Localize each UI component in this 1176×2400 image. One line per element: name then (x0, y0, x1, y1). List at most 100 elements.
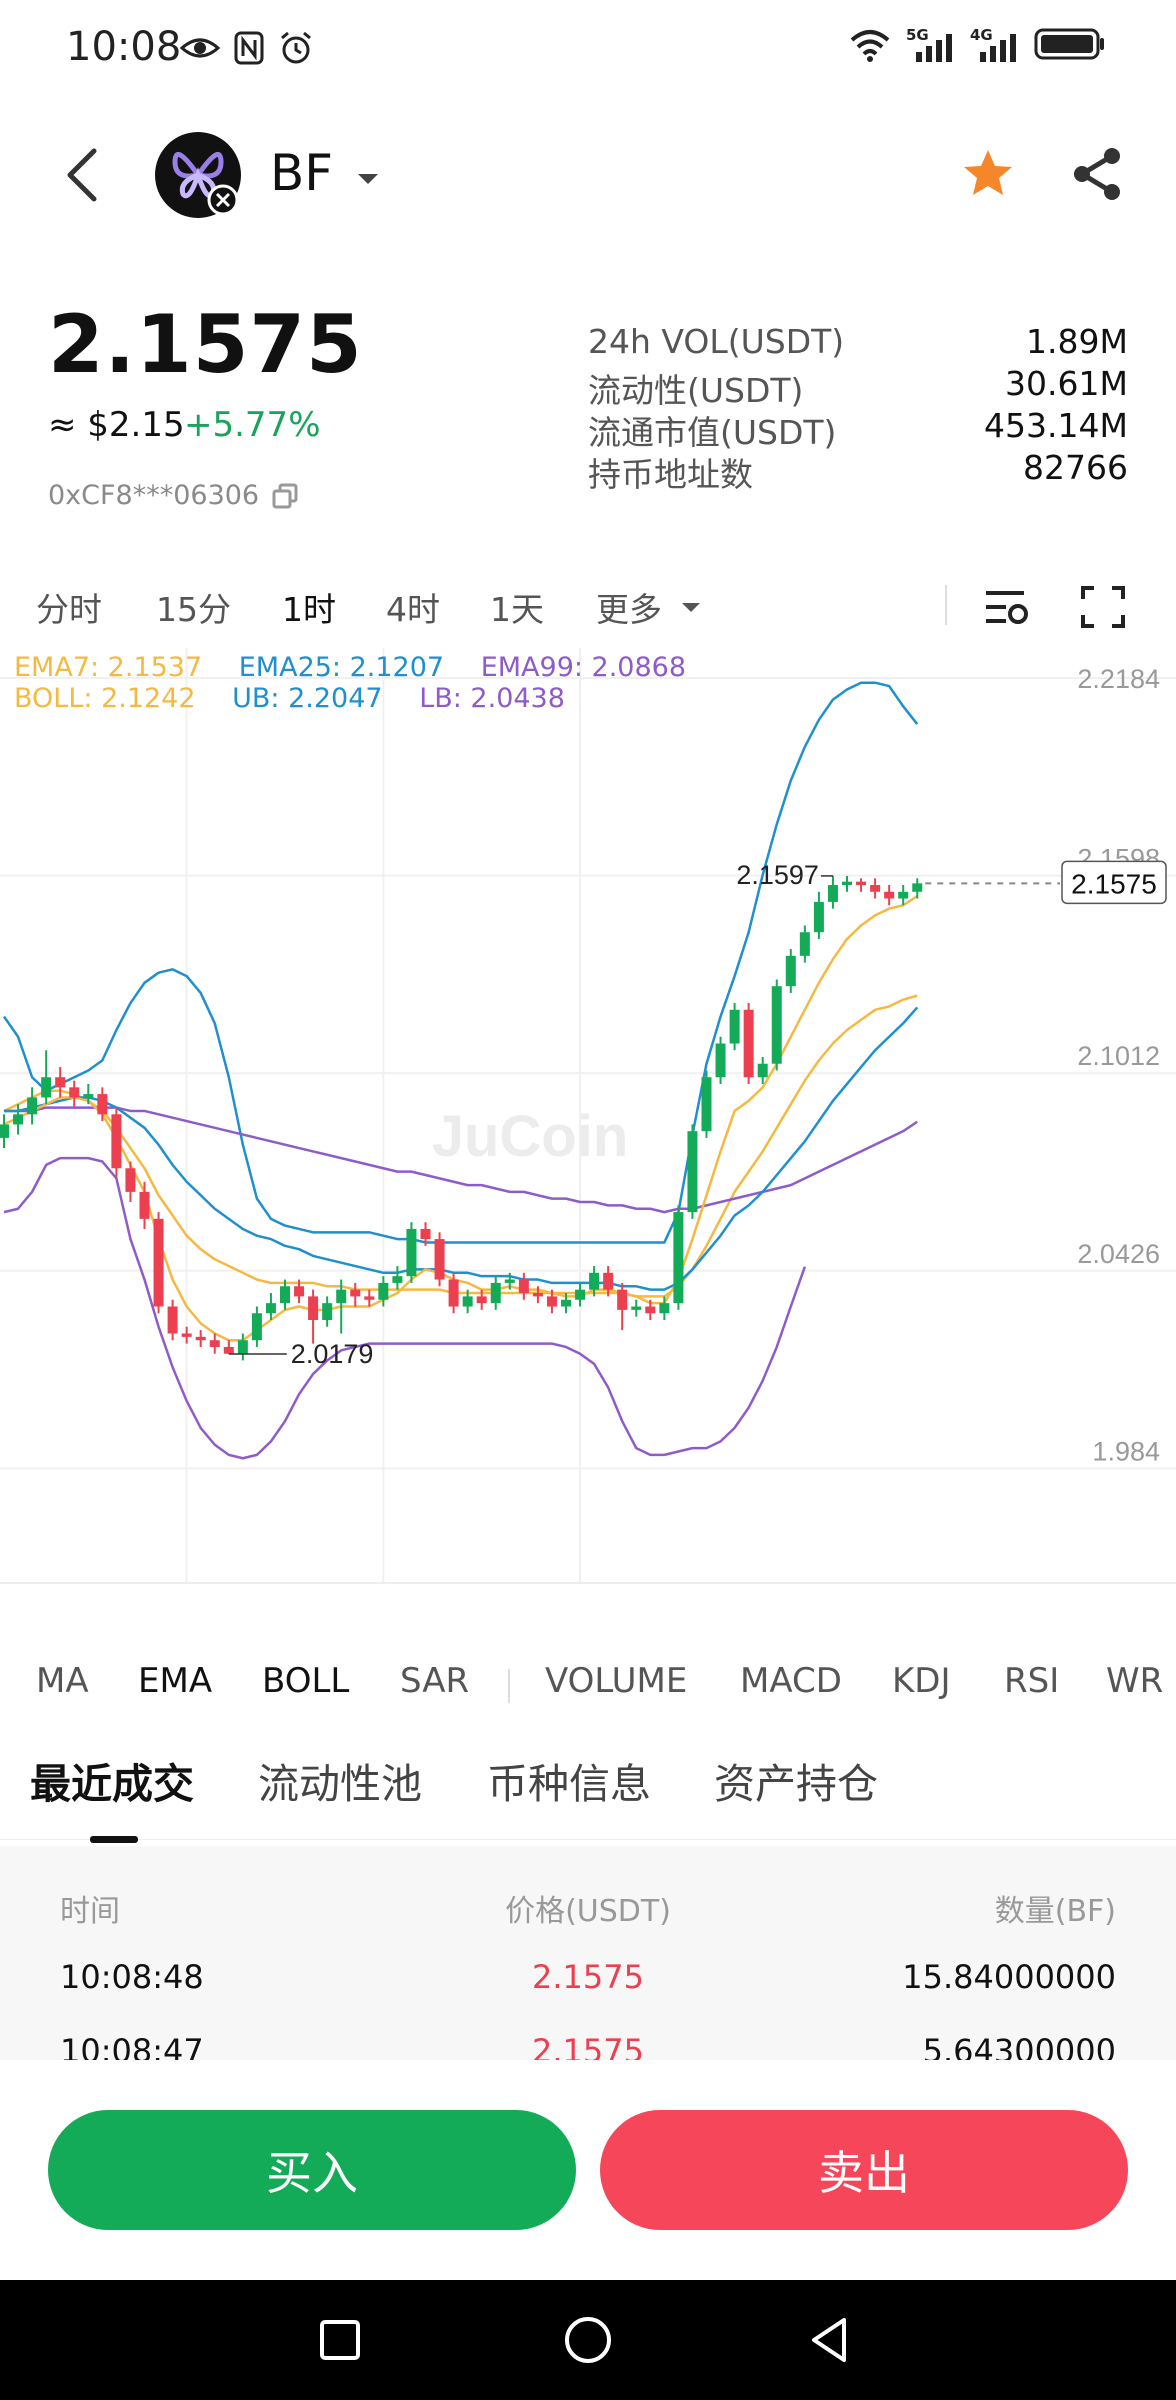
system-nav-bar (0, 2280, 1176, 2400)
candle (181, 1326, 192, 1344)
triangle-back-icon[interactable] (800, 2310, 860, 2370)
candle-body (322, 1303, 333, 1320)
candle-body (743, 1009, 754, 1078)
tab-indicator-macd[interactable]: MACD (740, 1661, 842, 1701)
y-tick-label: 2.1012 (1077, 1041, 1160, 1071)
kline-chart[interactable]: JuCoin 2.21842.15982.10122.04261.9842025… (0, 648, 1176, 1626)
stat-row: 流通市值(USDT) 453.14M (588, 406, 1128, 452)
candle (308, 1289, 319, 1344)
status-bar: 10:08 5G (0, 0, 1176, 100)
tab-timeframe-4h[interactable]: 4时 (386, 590, 440, 629)
tab-indicator-sar[interactable]: SAR (400, 1661, 470, 1701)
tab-indicator-boll[interactable]: BOLL (262, 1661, 350, 1701)
kline-chart-canvas[interactable]: JuCoin 2.21842.15982.10122.04261.9842025… (0, 648, 1176, 1626)
candle (827, 875, 838, 909)
candle (687, 1124, 698, 1219)
candle (856, 878, 867, 892)
candle-body (518, 1279, 529, 1294)
watermark: JuCoin (432, 1104, 629, 1169)
candle-body (13, 1114, 24, 1125)
trades-table: 时间 价格(USDT) 数量(BF) 10:08:48 2.1575 15.84… (0, 1846, 1176, 2060)
tab-indicator-kdj[interactable]: KDJ (892, 1661, 951, 1701)
circle-icon[interactable] (558, 2310, 618, 2370)
tab-holdings[interactable]: 资产持仓 (714, 1760, 878, 1808)
contract-text: 0xCF8***06306 (48, 480, 260, 511)
candle-body (799, 932, 810, 956)
candle (13, 1104, 24, 1135)
candle (771, 979, 782, 1071)
caret-down-icon[interactable] (680, 601, 702, 613)
candle-body (350, 1289, 361, 1297)
copy-icon[interactable] (271, 482, 299, 510)
candle (27, 1087, 38, 1125)
candle-body (336, 1289, 347, 1304)
caret-down-icon[interactable] (356, 172, 380, 186)
tab-liquidity-pool[interactable]: 流动性池 (258, 1760, 422, 1808)
candle-body (83, 1094, 94, 1098)
candle-body (912, 883, 923, 892)
candle-body (97, 1094, 108, 1115)
candle-body (645, 1306, 656, 1314)
y-tick-label: 1.984 (1092, 1436, 1160, 1466)
column-qty: 数量(BF) (994, 1894, 1116, 1929)
tab-timeframe-15m[interactable]: 15分 (156, 590, 231, 629)
contract-address[interactable]: 0xCF8***06306 (48, 480, 299, 511)
tab-timeframe-more[interactable]: 更多 (596, 590, 662, 629)
stat-label: 流动性(USDT) (588, 371, 804, 410)
share-icon[interactable] (1070, 146, 1126, 202)
tab-timeframe-1d[interactable]: 1天 (490, 590, 544, 629)
candle-body (0, 1124, 9, 1138)
legend-ema25: EMA25: 2.1207 (238, 652, 445, 683)
legend-ub: UB: 2.2047 (232, 683, 383, 714)
candle (55, 1067, 66, 1098)
candle-body (603, 1272, 614, 1290)
candle-body (308, 1296, 319, 1320)
divider (945, 585, 947, 625)
candle-body (181, 1333, 192, 1337)
token-symbol[interactable]: BF (270, 144, 334, 202)
candle (462, 1289, 473, 1314)
fullscreen-icon[interactable] (1080, 585, 1126, 629)
candle (729, 1003, 740, 1051)
candle-body (167, 1306, 178, 1334)
candle (561, 1293, 571, 1314)
tab-token-info[interactable]: 币种信息 (487, 1760, 651, 1808)
signal-4g-icon: 4G (970, 26, 1020, 62)
candle (195, 1330, 206, 1347)
candle (378, 1276, 389, 1307)
network-4g-label: 4G (970, 26, 993, 44)
current-price-tag (1061, 860, 1167, 905)
ema99-line (4, 1106, 918, 1214)
legend-ema7: EMA7: 2.1537 (14, 652, 203, 683)
candle (392, 1266, 403, 1290)
tab-indicator-ema[interactable]: EMA (138, 1661, 213, 1701)
chart-legend: EMA7: 2.1537 EMA25: 2.1207 EMA99: 2.0868… (14, 652, 714, 714)
candle-body (448, 1279, 459, 1307)
tab-recent-trades[interactable]: 最近成交 (30, 1760, 194, 1808)
chart-settings-icon[interactable] (982, 585, 1032, 629)
candle (125, 1161, 136, 1202)
legend-ema99: EMA99: 2.0868 (480, 652, 687, 683)
tab-timeframe-1h[interactable]: 1时 (282, 590, 336, 629)
tab-timeframe-line[interactable]: 分时 (36, 590, 102, 629)
back-arrow-icon[interactable] (58, 145, 108, 205)
candle (251, 1306, 262, 1347)
candle (69, 1080, 80, 1108)
star-icon[interactable] (960, 146, 1016, 202)
tab-indicator-wr[interactable]: WR (1106, 1661, 1164, 1701)
square-icon[interactable] (310, 2310, 370, 2370)
boll-upper-line (2, 681, 919, 1244)
candle (294, 1279, 305, 1304)
tab-indicator-rsi[interactable]: RSI (1004, 1661, 1060, 1701)
divider (508, 1669, 510, 1703)
tab-indicator-ma[interactable]: MA (36, 1661, 89, 1701)
stat-value: 30.61M (1005, 364, 1128, 403)
candle-body (827, 885, 838, 902)
candle-body (223, 1346, 234, 1354)
candle-body (153, 1218, 164, 1307)
candle (589, 1266, 600, 1297)
candle-body (673, 1212, 684, 1304)
tab-indicator-volume[interactable]: VOLUME (545, 1661, 688, 1701)
sell-button[interactable]: 卖出 (600, 2110, 1128, 2230)
buy-button[interactable]: 买入 (48, 2110, 576, 2230)
